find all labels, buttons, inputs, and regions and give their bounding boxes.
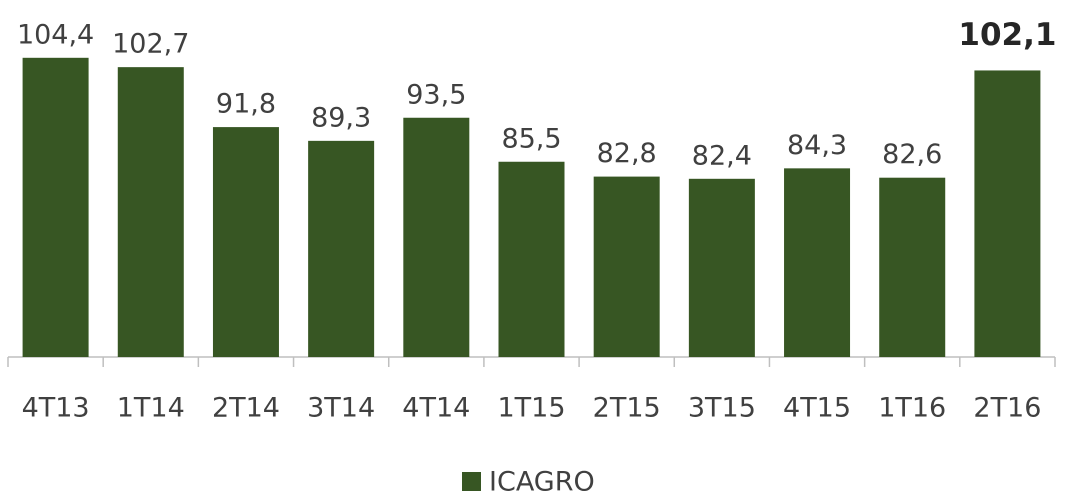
bar — [117, 67, 184, 358]
bar — [498, 161, 565, 357]
x-tick-label: 4T14 — [402, 393, 470, 424]
data-label: 104,4 — [17, 19, 94, 50]
bar — [974, 70, 1041, 357]
bar — [403, 117, 470, 357]
data-label: 102,7 — [112, 29, 189, 60]
x-tick-label: 1T15 — [497, 393, 565, 424]
data-label: 82,4 — [692, 140, 752, 171]
x-tick-label: 2T15 — [593, 393, 661, 424]
x-tick-label: 4T15 — [783, 393, 851, 424]
data-label: 91,8 — [216, 89, 276, 120]
bar — [22, 57, 89, 358]
x-tick-label: 2T16 — [973, 393, 1041, 424]
data-label: 82,8 — [597, 138, 657, 169]
x-tick-label: 3T15 — [688, 393, 756, 424]
x-tick-label: 3T14 — [307, 393, 375, 424]
data-label: 82,6 — [882, 139, 942, 170]
legend-label: ICAGRO — [489, 467, 595, 496]
x-tick-label: 1T16 — [878, 393, 946, 424]
data-label: 85,5 — [501, 123, 561, 154]
data-label: 84,3 — [787, 130, 847, 161]
x-tick-label: 4T13 — [22, 393, 90, 424]
bar — [212, 127, 279, 357]
x-tick-label: 1T14 — [117, 393, 185, 424]
bar — [879, 177, 946, 357]
bar — [593, 176, 660, 357]
data-label: 102,1 — [958, 17, 1056, 53]
bar — [308, 140, 375, 357]
bar — [784, 168, 851, 357]
legend-swatch — [462, 472, 481, 491]
data-label: 93,5 — [406, 79, 466, 110]
bar — [688, 178, 755, 357]
data-label: 89,3 — [311, 102, 371, 133]
x-tick-label: 2T14 — [212, 393, 280, 424]
